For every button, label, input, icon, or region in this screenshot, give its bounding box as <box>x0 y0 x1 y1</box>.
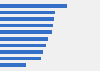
Bar <box>0 30 52 34</box>
Bar <box>0 57 41 60</box>
Bar <box>0 11 55 14</box>
Bar <box>0 24 53 27</box>
Bar <box>0 37 48 41</box>
Bar <box>0 44 46 47</box>
Bar <box>0 63 26 67</box>
Bar <box>0 4 67 8</box>
Bar <box>0 17 54 21</box>
Bar <box>0 50 43 54</box>
